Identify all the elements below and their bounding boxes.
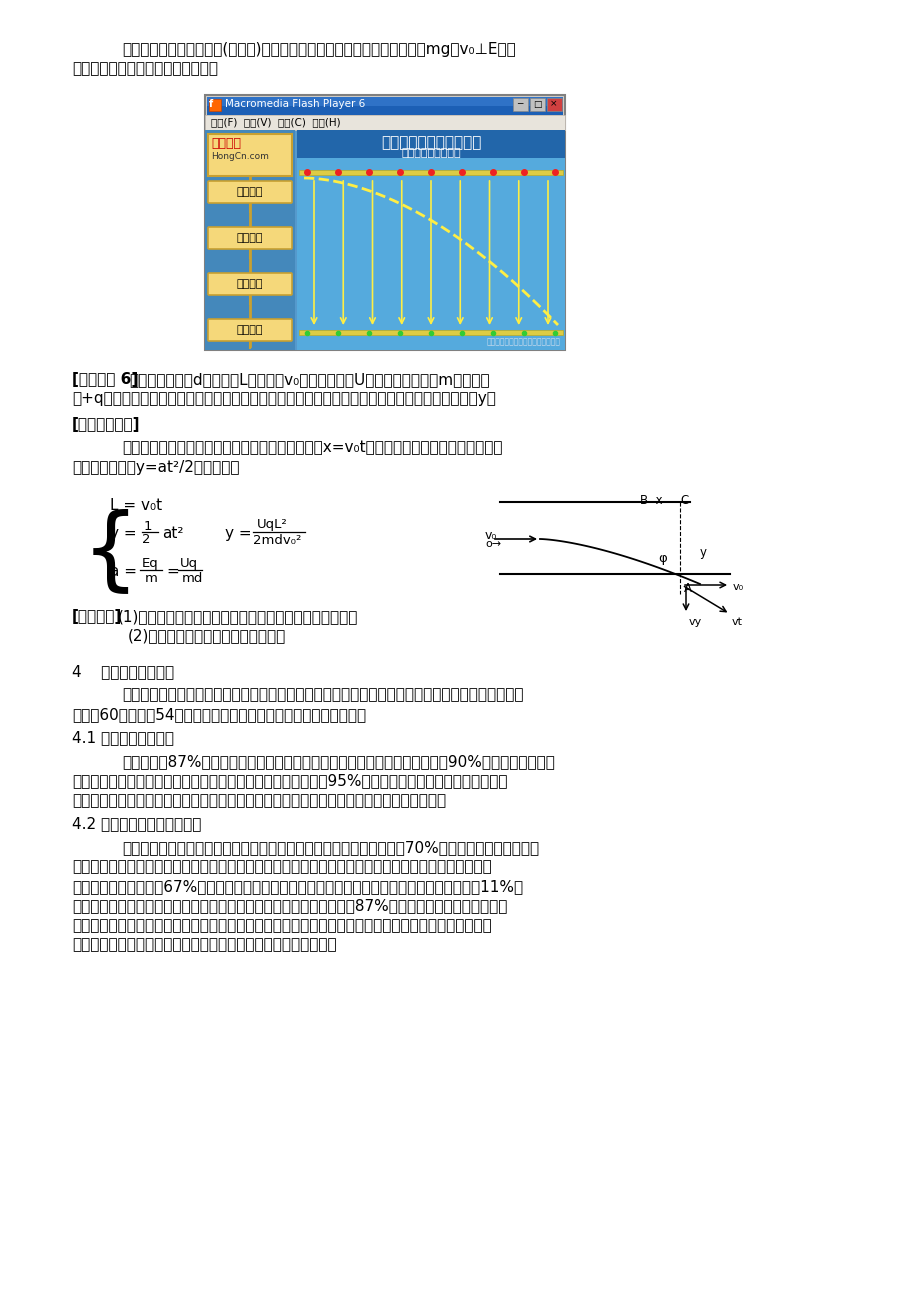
Text: 洪恩在线: 洪恩在线 [210, 137, 241, 150]
Text: 1: 1 [144, 519, 153, 533]
Text: (1)上网查找并了解北京正负电子对撞机的相关背景材料。: (1)上网查找并了解北京正负电子对撞机的相关背景材料。 [118, 609, 358, 624]
Text: 继续应用信息技术。如何将学生对物理教学中运用信息技术手段的兴趣，从对声音和动画的注意上转移到: 继续应用信息技术。如何将学生对物理教学中运用信息技术手段的兴趣，从对声音和动画的… [72, 918, 492, 934]
Text: vt: vt [732, 617, 743, 628]
Text: 回射管页: 回射管页 [236, 326, 263, 335]
Text: 4.1 对教学内容的调查: 4.1 对教学内容的调查 [72, 730, 174, 746]
Text: 受力分析: 受力分析 [236, 187, 263, 197]
Bar [205, 130, 564, 350]
Text: 文件(F)  查看(V)  控制(C)  帮助(H): 文件(F) 查看(V) 控制(C) 帮助(H) [210, 117, 340, 128]
FancyBboxPatch shape [208, 273, 291, 296]
Text: 共发放60份，有效54份。相关统计见附表，现对调查结果分析如下。: 共发放60份，有效54份。相关统计见附表，现对调查结果分析如下。 [72, 707, 366, 723]
Text: vy: vy [688, 617, 701, 628]
Text: (2)上网查找示波器原理的相关材料。: (2)上网查找示波器原理的相关材料。 [128, 629, 286, 643]
Bar [297, 130, 564, 158]
Text: 运动演示: 运动演示 [236, 233, 263, 243]
Text: C: C [679, 493, 687, 506]
Text: 中内容概念、原理、公式的推导和过程分析能够较容易的接受。95%以上的学生对教师在课堂上补充的内: 中内容概念、原理、公式的推导和过程分析能够较容易的接受。95%以上的学生对教师在… [72, 773, 507, 789]
Text: at²: at² [162, 526, 183, 542]
Text: □: □ [532, 99, 540, 108]
Text: y: y [699, 546, 706, 559]
Text: 为+q。若粒子能穿过电场，而不打在极板上，试求：带电粒子在射出电场时竖直方向上的偏转距离y；: 为+q。若粒子能穿过电场，而不打在极板上，试求：带电粒子在射出电场时竖直方向上的… [72, 392, 495, 406]
Text: 加速直线运动，y=at²/2，为侧移。: 加速直线运动，y=at²/2，为侧移。 [72, 460, 239, 475]
Text: 带电粒子在磁场中将做类平抛运动。: 带电粒子在磁场中将做类平抛运动。 [72, 61, 218, 77]
Text: a =: a = [110, 564, 137, 579]
Bar [207, 98, 562, 105]
Text: UqL²: UqL² [256, 518, 288, 531]
Text: L = v₀t: L = v₀t [110, 497, 162, 513]
Text: 2: 2 [142, 533, 151, 546]
Bar [513, 98, 528, 111]
Bar [205, 95, 564, 350]
Text: （一）曲线偏转运动: （一）曲线偏转运动 [401, 148, 460, 158]
Text: ×: × [550, 99, 557, 108]
Text: v₀: v₀ [484, 529, 496, 542]
Text: o→: o→ [484, 539, 501, 549]
Text: y =: y = [110, 526, 137, 542]
Bar [205, 130, 295, 350]
Text: 2mdv₀²: 2mdv₀² [253, 534, 301, 547]
Bar [208, 134, 291, 176]
Text: =: = [165, 564, 178, 579]
Text: Macromedia Flash Player 6: Macromedia Flash Player 6 [225, 99, 365, 109]
Text: ：若两板间距为d，板长为L，初速度v₀，板间电压为U，带电粒子质量为m，带电量: ：若两板间距为d，板长为L，初速度v₀，板间电压为U，带电粒子质量为m，带电量 [130, 372, 490, 387]
Text: 息技术教学手段予以肯定，认为采用多媒体教学手段可以节省学时，提高教学效益；加深对内容和概念的: 息技术教学手段予以肯定，认为采用多媒体教学手段可以节省学时，提高教学效益；加深对… [72, 859, 492, 875]
FancyBboxPatch shape [208, 227, 291, 249]
Bar [205, 115, 564, 130]
Text: 带电粒子在电场中的运动: 带电粒子在电场中的运动 [380, 135, 481, 150]
Text: 对物理过程的展现上来，是我们要在今后上整合课上时要注意的。: 对物理过程的展现上来，是我们要在今后上整合课上时要注意的。 [72, 937, 336, 953]
Text: 学生认为采用多媒体教学手段不利于发挥教师的引导作用及教学特点。87%的学生认为在以后的教学中应: 学生认为采用多媒体教学手段不利于发挥教师的引导作用及教学特点。87%的学生认为在… [72, 898, 506, 914]
Text: 学生对信息技术的兴趣使得他们对信息技术用于物理课堂中非常支持，70%的学生对本节内容采用信: 学生对信息技术的兴趣使得他们对信息技术用于物理课堂中非常支持，70%的学生对本节… [122, 840, 539, 855]
Text: [投影问题 6]: [投影问题 6] [72, 372, 138, 387]
Text: md: md [182, 572, 203, 585]
Text: 4.2 对教学手段和方法的调查: 4.2 对教学手段和方法的调查 [72, 816, 201, 832]
Text: v₀: v₀ [732, 582, 743, 592]
Text: 粒子在与电场方向垂直的方向上做匀速直线运动，x=v₀t；在沿电场方向做初速度为零的匀: 粒子在与电场方向垂直的方向上做匀速直线运动，x=v₀t；在沿电场方向做初速度为零… [122, 440, 502, 456]
Text: Uq: Uq [180, 557, 198, 570]
Text: 调查说明，87%以上的学生对教材中本节内容在课前进行了比较仔细的阅读，90%以上的学生对教材: 调查说明，87%以上的学生对教材中本节内容在课前进行了比较仔细的阅读，90%以上… [122, 754, 554, 769]
Text: 学生继续利用多媒体课件(如下图)研究并得出结论：与平抛运动相似，不计mg，v₀⊥E时，: 学生继续利用多媒体课件(如下图)研究并得出结论：与平抛运动相似，不计mg，v₀⊥… [122, 42, 516, 57]
Text: HongCn.com: HongCn.com [210, 152, 268, 161]
Text: 直线加速: 直线加速 [236, 279, 263, 289]
Text: f: f [209, 99, 213, 109]
Text: m: m [145, 572, 158, 585]
FancyBboxPatch shape [208, 181, 291, 203]
Bar [529, 98, 544, 111]
Bar [297, 158, 564, 350]
Text: 版权所有：北京洪恩星电脑有限公司: 版权所有：北京洪恩星电脑有限公司 [486, 337, 561, 346]
Text: A: A [683, 582, 691, 595]
FancyBboxPatch shape [208, 319, 291, 341]
Text: 理解，提高学习效率。67%的学生认为本节课的教学效果好于传统讲授方式的教学效果，当然也有11%的: 理解，提高学习效率。67%的学生认为本节课的教学效果好于传统讲授方式的教学效果，… [72, 879, 523, 894]
Text: y =: y = [225, 526, 252, 542]
Bar [207, 98, 562, 115]
Text: [投影作业]: [投影作业] [72, 609, 122, 624]
Text: 4    学生调查问卷分析: 4 学生调查问卷分析 [72, 664, 174, 680]
Text: ─: ─ [516, 99, 522, 108]
Text: φ: φ [657, 552, 666, 565]
Text: B  x: B x [640, 493, 662, 506]
Text: Eq: Eq [142, 557, 159, 570]
Text: 容持欢迎态度，并能较容易的接受。总体分析说明大部分学生在课前已做了相关的预习工作。: 容持欢迎态度，并能较容易的接受。总体分析说明大部分学生在课前已做了相关的预习工作… [72, 793, 446, 809]
Text: [学生探究活动]: [学生探究活动] [72, 417, 141, 432]
Bar [299, 329, 562, 335]
Bar [209, 99, 221, 111]
Text: 针对本节课内容，教师设计了一份学生调查问卷，目的是了解这节整合课的教学效果和学生的反映。: 针对本节课内容，教师设计了一份学生调查问卷，目的是了解这节整合课的教学效果和学生… [122, 687, 523, 703]
Text: {: { [82, 508, 139, 596]
Bar [299, 171, 562, 174]
Bar [547, 98, 562, 111]
